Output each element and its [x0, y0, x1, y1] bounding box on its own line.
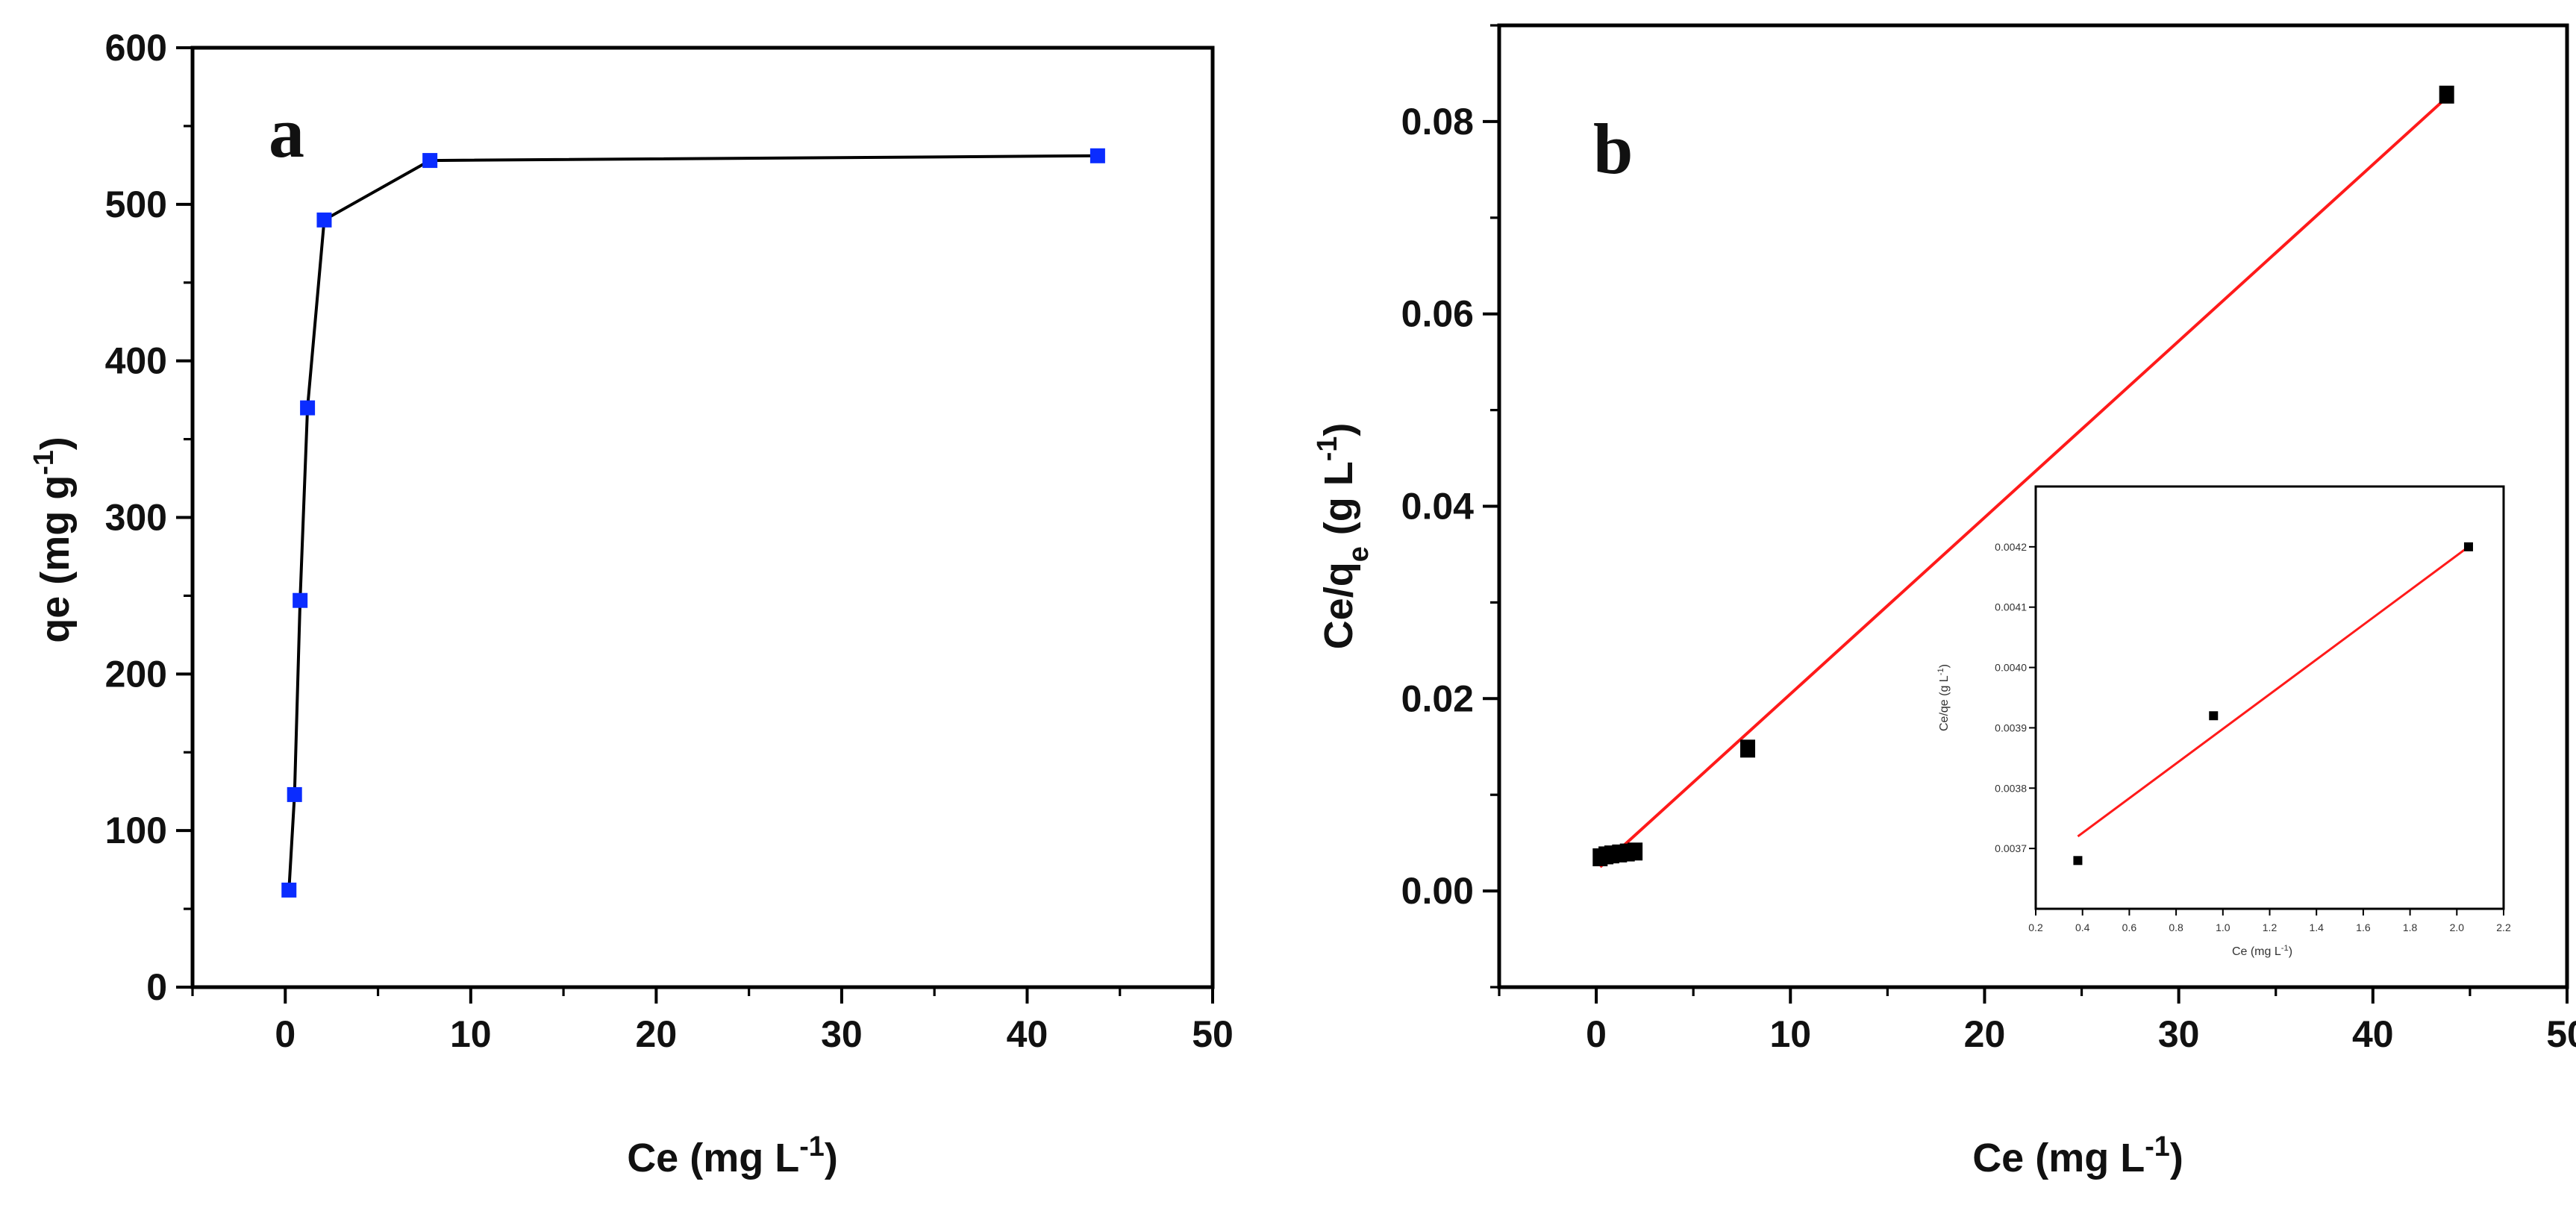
inset-y-tick-label: 0.0041: [1995, 601, 2027, 613]
series-line: [287, 154, 1098, 891]
y-tick-label: 400: [105, 340, 167, 382]
x-tick-label: 20: [636, 1013, 678, 1055]
data-point: [287, 786, 302, 802]
inset-x-tick-label: 1.4: [2309, 921, 2324, 933]
inset-x-tick-label: 1.0: [2216, 921, 2230, 933]
y-tick-label: 0: [146, 966, 167, 1008]
inset-y-tick-label: 0.0038: [1995, 782, 2027, 794]
inset-x-tick-label: 0.6: [2122, 921, 2137, 933]
data-point: [2439, 85, 2454, 104]
y-tick-label: 600: [105, 27, 167, 69]
inset-data-point: [2463, 542, 2473, 551]
inset-fit-line: [2077, 545, 2469, 838]
data-point: [1628, 842, 1643, 861]
inset-y-tick-label: 0.0039: [1995, 722, 2027, 733]
y-tick-label: 0.04: [1401, 486, 1475, 528]
x-tick-label: 50: [2546, 1013, 2576, 1055]
y-tick-label: 300: [105, 497, 167, 539]
y-tick-label: 0.08: [1401, 101, 1474, 143]
data-point: [293, 592, 308, 608]
inset-frame: [2034, 485, 2505, 910]
data-point: [300, 400, 316, 416]
x-tick-label: 30: [821, 1013, 863, 1055]
inset-x-tick-label: 0.2: [2028, 921, 2043, 933]
inset-chart: 0.2 0.4 0.6 0.8 1.0 1.2 1.4 1.6 1.8 2.0 2.2 0.0037 0…: [1936, 485, 2511, 958]
inset-y-tick-label: 0.0040: [1995, 662, 2027, 674]
y-axis-label: qe (mg g-1): [28, 436, 78, 643]
inset-data-point: [2209, 711, 2219, 721]
y-tick-label: 0.06: [1401, 293, 1474, 335]
inset-y-axis-label: Ce/qe (g L-1): [1936, 664, 1951, 731]
data-point: [316, 212, 332, 228]
y-axis-label: Ce/qe (g L-1): [1312, 423, 1375, 650]
x-tick-label: 0: [1586, 1013, 1607, 1055]
inset-x-tick-label: 1.6: [2356, 921, 2371, 933]
inset-x-tick-label: 1.2: [2263, 921, 2278, 933]
inset-data-point: [2073, 856, 2083, 866]
chart-panel-b: 0 10 20 30 40 50 0.00 0.02 0.04 0.06 0.08 b Ce (mg L…: [1312, 23, 2576, 1180]
inset-y-tick-label: 0.0037: [1995, 842, 2027, 854]
data-point: [281, 882, 297, 898]
inset-x-tick-label: 2.0: [2450, 921, 2465, 933]
inset-x-tick-label: 0.8: [2169, 921, 2183, 933]
y-tick-label: 0.02: [1401, 677, 1474, 719]
inset-y-tick-label: 0.0042: [1995, 541, 2027, 553]
plot-frame: [190, 46, 1215, 989]
y-tick-label: 0.00: [1401, 870, 1474, 912]
y-tick-label: 100: [105, 810, 167, 851]
x-axis-label: Ce (mg L-1): [1972, 1131, 2183, 1180]
x-tick-label: 40: [2352, 1013, 2394, 1055]
data-point: [422, 153, 438, 169]
inset-x-tick-label: 2.2: [2496, 921, 2511, 933]
x-tick-label: 50: [1192, 1013, 1234, 1055]
data-point: [1090, 148, 1105, 163]
x-tick-label: 40: [1007, 1013, 1048, 1055]
inset-x-tick-label: 0.4: [2075, 921, 2090, 933]
x-tick-label: 20: [1964, 1013, 2006, 1055]
panel-label-a: a: [269, 93, 304, 172]
x-tick-label: 0: [275, 1013, 296, 1055]
data-point: [1740, 739, 1756, 758]
x-tick-label: 30: [2158, 1013, 2200, 1055]
inset-x-tick-label: 1.8: [2403, 921, 2418, 933]
panel-label-b: b: [1593, 109, 1633, 189]
fit-line: [1598, 96, 2448, 869]
x-tick-label: 10: [450, 1013, 492, 1055]
inset-x-axis-label: Ce (mg L-1): [2232, 944, 2292, 958]
y-tick-label: 200: [105, 653, 167, 695]
y-tick-label: 500: [105, 184, 167, 225]
x-tick-label: 10: [1769, 1013, 1811, 1055]
x-axis-label: Ce (mg L-1): [627, 1131, 838, 1180]
